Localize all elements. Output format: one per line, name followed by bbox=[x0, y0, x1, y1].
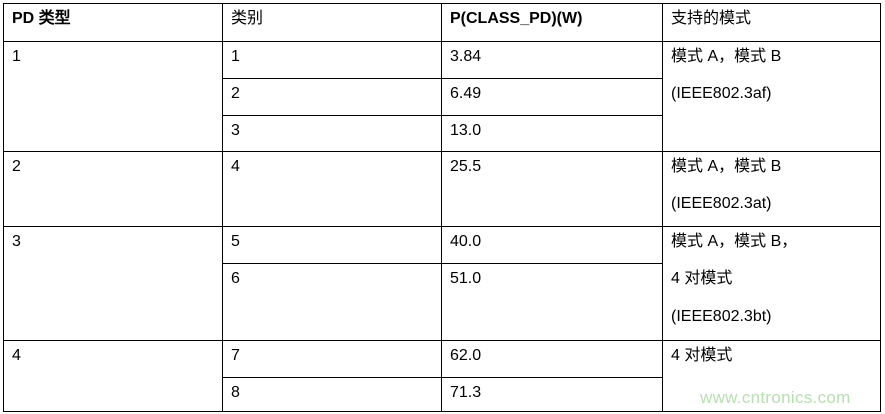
modes-cell: 4 对模式 bbox=[662, 340, 881, 412]
class-cell: 3 bbox=[222, 115, 442, 152]
power-cell: 3.84 bbox=[441, 41, 663, 79]
header-class: 类别 bbox=[222, 3, 442, 42]
header-power: P(CLASS_PD)(W) bbox=[441, 3, 663, 42]
header-pd-type: PD 类型 bbox=[3, 3, 223, 42]
mode-line: 模式 A，模式 B bbox=[671, 48, 782, 65]
table-row: 4 7 62.0 4 对模式 bbox=[3, 340, 881, 412]
mode-line: (IEEE802.3at) bbox=[671, 195, 772, 212]
class-cell: 2 bbox=[222, 78, 442, 116]
table-row: 2 4 25.5 模式 A，模式 B (IEEE802.3at) bbox=[3, 151, 881, 227]
class-cell: 1 bbox=[222, 41, 442, 79]
mode-line: 模式 A，模式 B bbox=[671, 158, 782, 175]
modes-cell: 模式 A，模式 B (IEEE802.3af) bbox=[662, 41, 881, 152]
pd-type-cell: 2 bbox=[3, 151, 223, 227]
pd-class-table: PD 类型 类别 P(CLASS_PD)(W) 支持的模式 1 1 3.84 模… bbox=[3, 3, 881, 412]
header-row: PD 类型 类别 P(CLASS_PD)(W) 支持的模式 bbox=[3, 3, 881, 42]
power-cell: 62.0 bbox=[441, 340, 663, 378]
class-cell: 4 bbox=[222, 151, 442, 227]
table-row: 3 13.0 bbox=[4, 115, 881, 152]
mode-line: (IEEE802.3bt) bbox=[671, 308, 772, 325]
mode-line: 4 对模式 bbox=[671, 270, 733, 287]
power-cell: 51.0 bbox=[441, 263, 663, 341]
class-cell: 5 bbox=[222, 226, 442, 264]
pd-type-cell: 4 bbox=[3, 340, 223, 412]
pd-type-cell: 3 bbox=[3, 226, 223, 341]
pd-type-cell: 1 bbox=[3, 41, 223, 152]
mode-line: 模式 A，模式 B， bbox=[671, 233, 798, 250]
class-cell: 8 bbox=[222, 377, 442, 412]
class-cell: 7 bbox=[222, 340, 442, 378]
header-modes: 支持的模式 bbox=[662, 3, 881, 42]
table-row: 2 6.49 bbox=[4, 78, 881, 116]
table-row: 8 71.3 bbox=[4, 377, 881, 412]
table-row: 3 5 40.0 模式 A，模式 B， 4 对模式 (IEEE802.3bt) bbox=[3, 226, 881, 341]
class-cell: 6 bbox=[222, 263, 442, 341]
mode-line: (IEEE802.3af) bbox=[671, 85, 772, 102]
modes-cell: 模式 A，模式 B， 4 对模式 (IEEE802.3bt) bbox=[662, 226, 881, 341]
power-cell: 40.0 bbox=[441, 226, 663, 264]
mode-line: 4 对模式 bbox=[671, 347, 733, 364]
table-row: 1 1 3.84 模式 A，模式 B (IEEE802.3af) bbox=[3, 41, 881, 152]
watermark: www.cntronics.com bbox=[700, 388, 851, 407]
table-row: 6 51.0 bbox=[4, 263, 881, 341]
power-cell: 71.3 bbox=[441, 377, 663, 412]
power-cell: 6.49 bbox=[441, 78, 663, 116]
modes-cell: 模式 A，模式 B (IEEE802.3at) bbox=[662, 151, 881, 227]
power-cell: 25.5 bbox=[441, 151, 663, 227]
power-cell: 13.0 bbox=[441, 115, 663, 152]
